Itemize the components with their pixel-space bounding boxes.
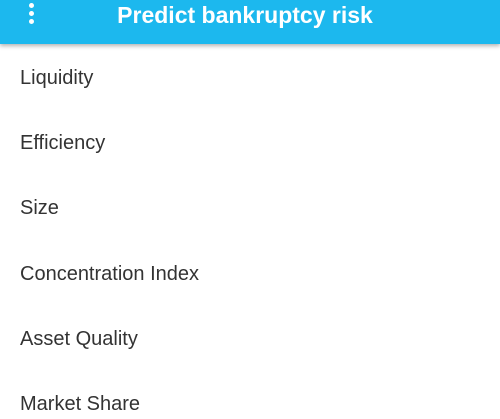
overflow-menu[interactable] — [22, 0, 42, 30]
menu-dot — [29, 3, 34, 8]
item-list: Liquidity Efficiency Size Concentration Ind… — [20, 67, 200, 415]
list-item[interactable]: Concentration Index — [20, 262, 200, 285]
list-item[interactable]: Liquidity — [20, 67, 94, 89]
menu-dot — [29, 11, 34, 16]
list-item[interactable]: Market Share — [20, 393, 141, 415]
list-item[interactable]: Asset Quality — [20, 327, 138, 350]
app-bar: Predict bankruptcy risk — [0, 0, 500, 44]
list-item[interactable]: Efficiency — [20, 132, 106, 155]
app-title: Predict bankruptcy risk — [117, 2, 373, 28]
menu-dot — [29, 19, 34, 24]
list-item[interactable]: Size — [20, 197, 59, 220]
